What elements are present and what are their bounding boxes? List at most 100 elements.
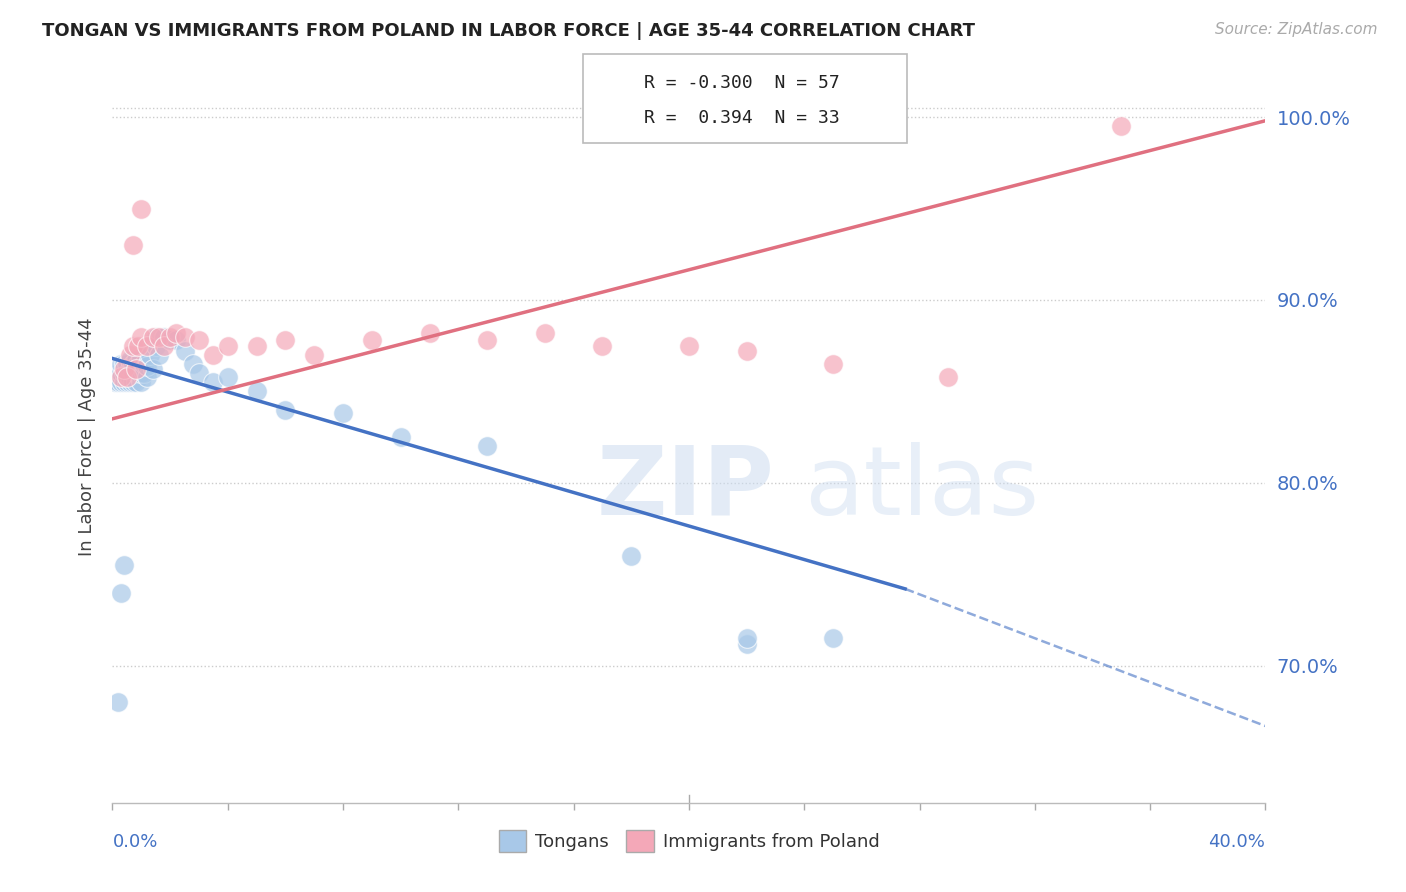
Point: [107, 375, 129, 389]
Point: [821, 631, 844, 645]
Point: [735, 631, 758, 645]
Point: [110, 369, 132, 384]
Point: [112, 362, 135, 376]
Point: [124, 375, 146, 389]
Point: [127, 357, 149, 371]
Point: [112, 558, 135, 573]
Text: 0.0%: 0.0%: [112, 833, 157, 851]
Point: [121, 366, 143, 380]
Point: [110, 357, 132, 371]
Point: [188, 366, 211, 380]
Point: [136, 369, 159, 384]
Point: [110, 366, 132, 380]
Point: [134, 357, 156, 371]
Point: [118, 375, 141, 389]
Point: [274, 333, 297, 347]
Point: [115, 366, 138, 380]
Point: [121, 338, 143, 352]
Point: [181, 357, 204, 371]
Point: [145, 329, 167, 343]
Point: [1111, 119, 1133, 133]
Point: [118, 362, 141, 376]
Point: [129, 375, 153, 389]
Point: [735, 637, 758, 651]
Point: [153, 338, 176, 352]
Point: [121, 375, 143, 389]
Text: 40.0%: 40.0%: [1209, 833, 1265, 851]
Point: [419, 326, 441, 340]
Point: [360, 333, 382, 347]
Point: [332, 406, 354, 420]
Point: [112, 366, 135, 380]
Text: R =  0.394  N = 33: R = 0.394 N = 33: [644, 109, 839, 127]
Point: [115, 375, 138, 389]
Point: [188, 333, 211, 347]
Text: atlas: atlas: [804, 442, 1039, 535]
Point: [389, 430, 412, 444]
Point: [145, 338, 167, 352]
Point: [104, 375, 127, 389]
Point: [139, 348, 162, 362]
Point: [678, 338, 700, 352]
Point: [165, 333, 187, 347]
Point: [110, 375, 132, 389]
Point: [127, 366, 149, 380]
Point: [107, 695, 129, 709]
Point: [124, 362, 146, 376]
Text: R = -0.300  N = 57: R = -0.300 N = 57: [644, 74, 839, 92]
Point: [821, 357, 844, 371]
Point: [127, 338, 149, 352]
Point: [936, 369, 959, 384]
Point: [134, 366, 156, 380]
Point: [129, 202, 153, 216]
Point: [110, 585, 132, 599]
Point: [129, 351, 153, 366]
Point: [136, 338, 159, 352]
Point: [592, 338, 614, 352]
Text: TONGAN VS IMMIGRANTS FROM POLAND IN LABOR FORCE | AGE 35-44 CORRELATION CHART: TONGAN VS IMMIGRANTS FROM POLAND IN LABO…: [42, 22, 976, 40]
Point: [112, 357, 135, 371]
Point: [202, 375, 225, 389]
Point: [735, 344, 758, 359]
Point: [118, 369, 141, 384]
Point: [475, 333, 499, 347]
Point: [107, 366, 129, 380]
Point: [217, 369, 239, 384]
Point: [153, 329, 176, 343]
Legend: Tongans, Immigrants from Poland: Tongans, Immigrants from Poland: [491, 823, 887, 860]
Point: [118, 348, 141, 362]
Point: [165, 326, 187, 340]
Point: [124, 353, 146, 368]
Point: [534, 326, 557, 340]
Point: [202, 348, 225, 362]
Point: [115, 369, 138, 384]
Point: [115, 357, 138, 371]
Point: [475, 439, 499, 453]
Point: [118, 353, 141, 368]
Point: [246, 384, 269, 399]
Point: [620, 549, 643, 563]
Point: [121, 357, 143, 371]
Point: [159, 329, 181, 343]
Point: [159, 333, 181, 347]
Point: [142, 329, 165, 343]
Point: [124, 366, 146, 380]
Point: [173, 329, 195, 343]
Point: [129, 366, 153, 380]
Point: [148, 329, 170, 343]
Text: Source: ZipAtlas.com: Source: ZipAtlas.com: [1215, 22, 1378, 37]
Text: ZIP: ZIP: [596, 442, 775, 535]
Point: [217, 338, 239, 352]
Point: [148, 348, 170, 362]
Y-axis label: In Labor Force | Age 35-44: In Labor Force | Age 35-44: [77, 318, 96, 557]
Point: [142, 362, 165, 376]
Point: [115, 369, 138, 384]
Point: [173, 344, 195, 359]
Point: [304, 348, 326, 362]
Point: [136, 359, 159, 373]
Point: [112, 375, 135, 389]
Point: [121, 238, 143, 252]
Point: [246, 338, 269, 352]
Point: [274, 402, 297, 417]
Point: [129, 329, 153, 343]
